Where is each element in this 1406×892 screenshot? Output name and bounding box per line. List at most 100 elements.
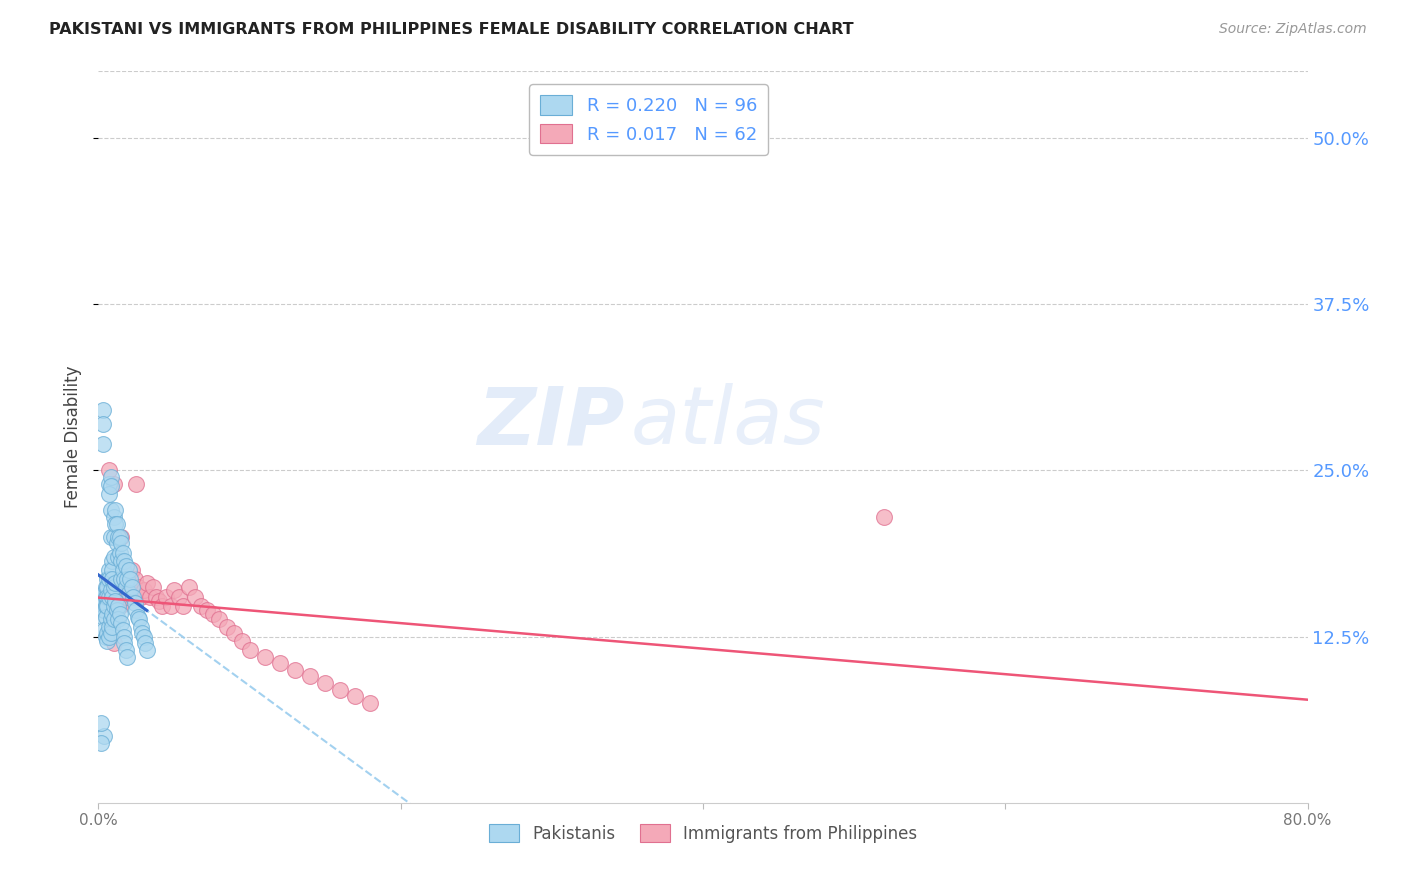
Point: [269, 656, 291, 670]
Point: [179, 580, 201, 594]
Point: [100, 612, 122, 626]
Point: [98, 463, 121, 477]
Text: atlas: atlas: [630, 384, 825, 461]
Point: [128, 612, 150, 626]
Point: [167, 590, 190, 604]
Point: [111, 563, 134, 577]
Point: [103, 580, 125, 594]
Point: [91, 599, 114, 613]
Point: [103, 599, 125, 613]
Point: [215, 620, 238, 634]
Point: [105, 516, 128, 531]
Point: [111, 546, 134, 560]
Point: [299, 669, 322, 683]
Point: [104, 576, 127, 591]
Point: [135, 643, 157, 657]
Point: [91, 609, 114, 624]
Point: [100, 530, 122, 544]
Point: [101, 599, 124, 613]
Point: [94, 580, 117, 594]
Point: [107, 530, 129, 544]
Point: [94, 590, 117, 604]
Point: [100, 623, 122, 637]
Point: [111, 623, 134, 637]
Point: [90, 590, 112, 604]
Point: [125, 476, 148, 491]
Point: [90, 599, 112, 613]
Point: [101, 563, 124, 577]
Point: [94, 599, 117, 613]
Point: [253, 649, 276, 664]
Point: [91, 596, 114, 610]
Point: [91, 436, 114, 450]
Point: [96, 633, 118, 648]
Point: [134, 636, 156, 650]
Point: [344, 690, 367, 704]
Point: [110, 554, 132, 568]
Point: [314, 676, 336, 690]
Point: [93, 623, 115, 637]
Point: [100, 582, 122, 597]
Point: [91, 417, 114, 431]
Point: [115, 573, 138, 587]
Point: [129, 620, 152, 634]
Legend: Pakistanis, Immigrants from Philippines: Pakistanis, Immigrants from Philippines: [482, 817, 924, 849]
Point: [231, 633, 253, 648]
Point: [145, 590, 167, 604]
Point: [224, 625, 246, 640]
Point: [96, 599, 118, 613]
Point: [208, 612, 231, 626]
Point: [122, 590, 145, 604]
Point: [103, 636, 125, 650]
Point: [202, 607, 225, 621]
Point: [100, 603, 122, 617]
Point: [105, 536, 128, 550]
Point: [114, 580, 136, 594]
Point: [100, 470, 122, 484]
Point: [163, 582, 186, 597]
Point: [96, 590, 118, 604]
Point: [120, 573, 142, 587]
Text: PAKISTANI VS IMMIGRANTS FROM PHILIPPINES FEMALE DISABILITY CORRELATION CHART: PAKISTANI VS IMMIGRANTS FROM PHILIPPINES…: [49, 22, 853, 37]
Point: [360, 696, 382, 710]
Point: [101, 590, 124, 604]
Point: [132, 582, 155, 597]
Point: [100, 625, 122, 640]
Point: [103, 509, 125, 524]
Point: [124, 573, 146, 587]
Point: [190, 599, 212, 613]
Point: [108, 607, 131, 621]
Point: [114, 643, 136, 657]
Point: [108, 599, 131, 613]
Point: [93, 729, 115, 743]
Point: [110, 573, 132, 587]
Point: [94, 590, 117, 604]
Point: [100, 479, 122, 493]
Point: [873, 509, 896, 524]
Point: [118, 563, 141, 577]
Point: [112, 573, 135, 587]
Point: [118, 585, 141, 599]
Point: [118, 576, 141, 591]
Point: [93, 585, 115, 599]
Point: [96, 580, 118, 594]
Point: [93, 603, 115, 617]
Point: [184, 590, 207, 604]
Point: [94, 630, 117, 644]
Point: [107, 549, 129, 564]
Point: [148, 593, 170, 607]
Point: [172, 599, 194, 613]
Point: [284, 663, 307, 677]
Y-axis label: Female Disability: Female Disability: [65, 366, 83, 508]
Point: [239, 643, 262, 657]
Point: [155, 590, 177, 604]
Point: [98, 487, 121, 501]
Point: [329, 682, 352, 697]
Point: [103, 549, 125, 564]
Point: [160, 599, 183, 613]
Point: [98, 590, 121, 604]
Point: [139, 590, 162, 604]
Point: [112, 630, 135, 644]
Point: [115, 649, 138, 664]
Text: Source: ZipAtlas.com: Source: ZipAtlas.com: [1219, 22, 1367, 37]
